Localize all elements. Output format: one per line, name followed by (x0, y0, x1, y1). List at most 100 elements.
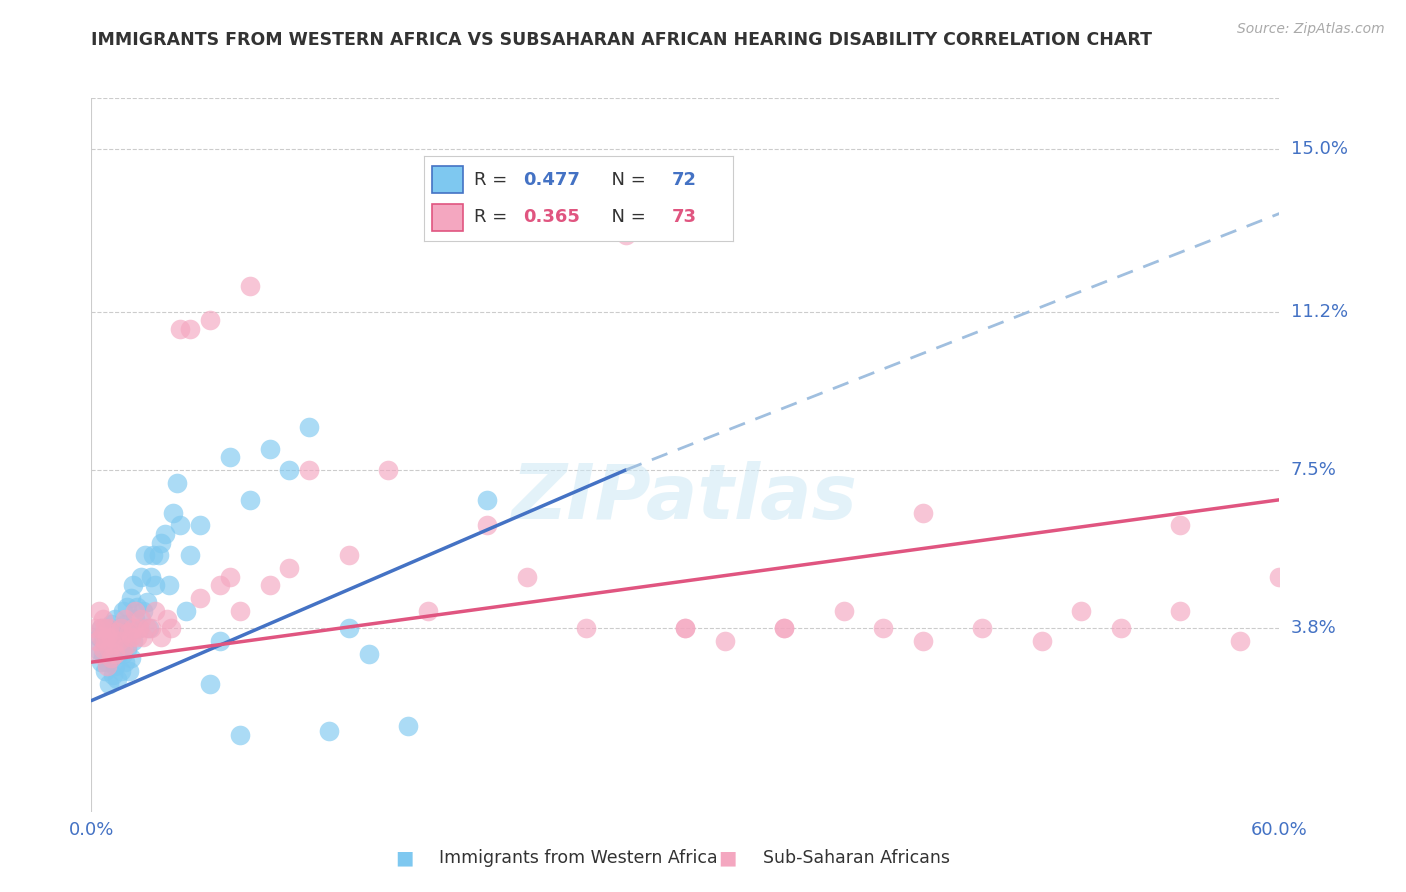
Point (575, 621, 598, 635)
Point (159, 621, 181, 635)
Point (832, 604, 855, 618)
Point (94, 625, 117, 640)
Point (188, 591, 211, 605)
Point (94, 633, 117, 648)
Point (872, 621, 894, 635)
Point (110, 621, 132, 635)
Point (91, 642, 114, 657)
Point (614, 227, 637, 242)
Point (239, 492, 262, 507)
Point (90, 621, 112, 635)
Point (229, 728, 252, 742)
Point (125, 599, 148, 614)
Point (179, 549, 201, 563)
Point (132, 604, 155, 618)
Point (105, 625, 128, 640)
Point (98, 630, 121, 644)
Point (134, 549, 156, 563)
Point (104, 659, 127, 673)
Point (169, 518, 191, 533)
Point (98, 642, 121, 657)
Point (115, 599, 138, 614)
Text: ZIPatlas: ZIPatlas (512, 461, 859, 534)
Point (100, 616, 122, 631)
Point (148, 549, 170, 563)
Point (94, 664, 117, 678)
Point (139, 570, 162, 584)
Point (128, 621, 150, 635)
Point (516, 570, 538, 584)
Point (139, 621, 162, 635)
FancyBboxPatch shape (432, 166, 463, 194)
Point (142, 549, 165, 563)
Point (298, 420, 321, 434)
Point (219, 450, 242, 464)
Point (396, 719, 419, 733)
Point (153, 527, 176, 541)
Point (90, 630, 112, 644)
Point (96, 630, 118, 644)
Point (91, 647, 114, 661)
Point (179, 322, 201, 336)
Point (118, 625, 141, 640)
Text: 11.2%: 11.2% (1291, 302, 1348, 321)
Point (377, 463, 399, 477)
Point (143, 578, 166, 592)
Text: 3.8%: 3.8% (1291, 619, 1337, 637)
Point (112, 642, 135, 657)
Point (135, 595, 157, 609)
Point (122, 578, 145, 592)
Point (108, 621, 131, 635)
Point (972, 621, 994, 635)
Point (118, 664, 141, 678)
Point (200, 313, 222, 327)
Point (114, 612, 136, 626)
Point (90, 621, 112, 635)
Point (120, 591, 142, 605)
Point (135, 621, 157, 635)
Point (98, 676, 121, 690)
Point (278, 561, 301, 575)
Point (129, 570, 152, 584)
Text: Immigrants from Western Africa: Immigrants from Western Africa (439, 849, 718, 867)
Point (1229, 633, 1251, 648)
Text: N =: N = (600, 171, 652, 189)
Point (1170, 518, 1192, 533)
Text: 72: 72 (672, 171, 696, 189)
Point (91, 612, 114, 626)
Point (108, 633, 131, 648)
Point (94, 621, 117, 635)
Point (149, 630, 172, 644)
Point (120, 630, 142, 644)
Point (714, 633, 737, 648)
Point (96, 655, 118, 669)
Point (219, 570, 242, 584)
Text: ■: ■ (718, 848, 737, 868)
Point (108, 647, 131, 661)
Point (157, 578, 180, 592)
Text: ■: ■ (395, 848, 413, 868)
Point (100, 630, 122, 644)
Point (673, 621, 696, 635)
Point (84, 621, 107, 635)
Point (357, 647, 380, 661)
Point (1070, 604, 1092, 618)
Point (1031, 633, 1053, 648)
Point (337, 549, 360, 563)
FancyBboxPatch shape (432, 203, 463, 231)
Point (162, 506, 184, 520)
Point (124, 612, 146, 626)
Point (477, 492, 499, 507)
Point (278, 463, 301, 477)
Point (89, 630, 111, 644)
Point (911, 506, 934, 520)
Point (101, 668, 124, 682)
Point (156, 612, 179, 626)
Point (200, 676, 222, 690)
Point (124, 604, 146, 618)
Point (132, 630, 155, 644)
Point (86, 642, 108, 657)
Point (259, 442, 281, 456)
Point (104, 612, 127, 626)
Text: R =: R = (474, 171, 513, 189)
